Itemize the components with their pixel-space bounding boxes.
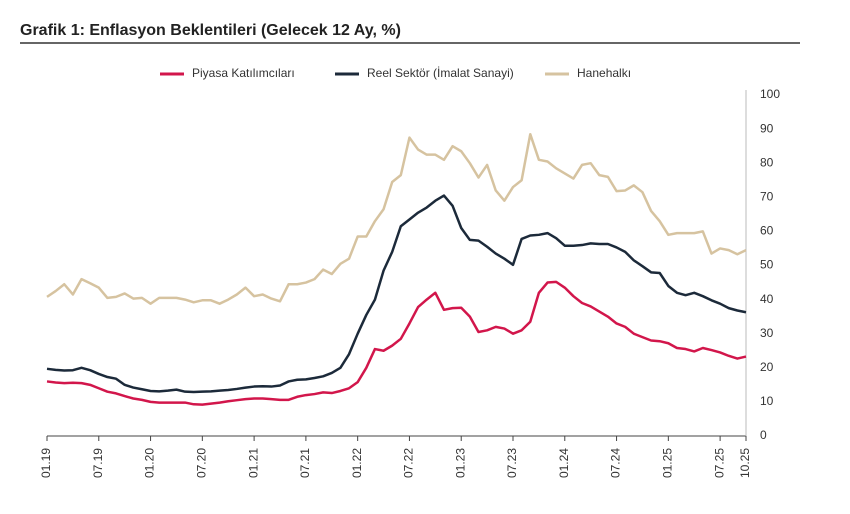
series-line — [46, 194, 747, 394]
x-tick-label: 07.25 — [712, 448, 726, 478]
x-tick-label: 01.21 — [246, 448, 260, 478]
x-tick-label: 10.25 — [738, 448, 752, 478]
chart-title: Grafik 1: Enflasyon Beklentileri (Gelece… — [20, 22, 401, 39]
x-tick-label: 01.25 — [661, 448, 675, 478]
y-tick-label: 30 — [760, 326, 774, 340]
legend-label: Reel Sektör (İmalat Sanayi) — [367, 66, 514, 80]
legend-label: Hanehalkı — [577, 66, 631, 80]
x-tick-label: 01.23 — [453, 448, 467, 478]
x-tick-label: 07.23 — [505, 448, 519, 478]
x-tick-label: 07.20 — [195, 448, 209, 478]
y-tick-label: 90 — [760, 121, 774, 135]
y-tick-label: 100 — [760, 87, 780, 101]
y-tick-label: 10 — [760, 394, 774, 408]
legend-label: Piyasa Katılımcıları — [192, 66, 295, 80]
x-tick-label: 01.22 — [350, 448, 364, 478]
x-tick-label: 01.24 — [557, 448, 571, 478]
y-tick-label: 0 — [760, 428, 767, 442]
x-tick-label: 07.22 — [402, 448, 416, 478]
x-tick-label: 07.19 — [91, 448, 105, 478]
x-tick-label: 07.21 — [298, 448, 312, 478]
y-tick-label: 80 — [760, 155, 774, 169]
y-tick-label: 20 — [760, 360, 774, 374]
y-tick-label: 70 — [760, 189, 774, 203]
x-tick-label: 07.24 — [609, 448, 623, 478]
series-line — [46, 280, 747, 406]
series-line — [46, 132, 747, 305]
x-tick-label: 01.20 — [143, 448, 157, 478]
y-tick-label: 60 — [760, 224, 774, 238]
x-tick-label: 01.19 — [39, 448, 53, 478]
y-tick-label: 40 — [760, 292, 774, 306]
y-tick-label: 50 — [760, 258, 774, 272]
